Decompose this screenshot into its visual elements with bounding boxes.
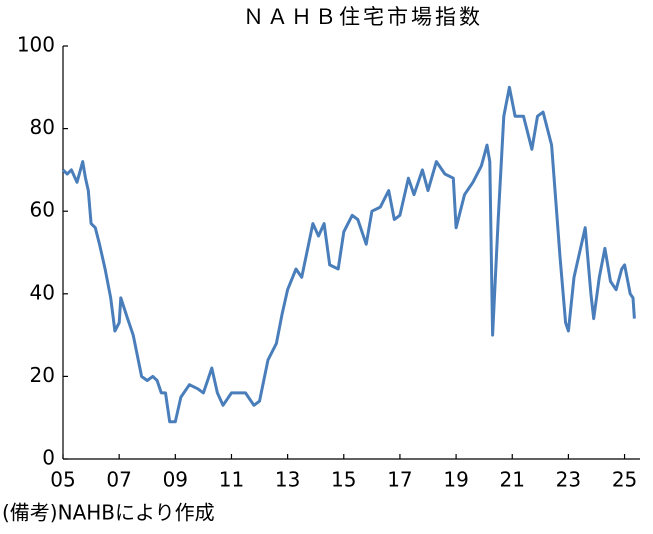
x-tick-label: 09 xyxy=(163,468,188,492)
y-tick-label: 100 xyxy=(17,33,55,57)
x-tick-label: 25 xyxy=(612,468,637,492)
x-tick-label: 23 xyxy=(556,468,581,492)
data-line xyxy=(61,85,636,424)
note: (備考)NAHBにより作成 xyxy=(2,501,215,525)
x-tick-label: 17 xyxy=(387,468,412,492)
x-tick-label: 07 xyxy=(106,468,131,492)
x-tick-label: 19 xyxy=(443,468,468,492)
chart-title: ＮＡＨＢ住宅市場指数 xyxy=(243,5,483,29)
y-tick-label: 40 xyxy=(30,280,55,304)
x-tick-label: 05 xyxy=(50,468,75,492)
x-tick-label: 11 xyxy=(219,468,244,492)
x-tick-label: 13 xyxy=(275,468,300,492)
y-tick-label: 20 xyxy=(30,363,55,387)
y-tick-label: 80 xyxy=(30,115,55,139)
y-tick-label: 0 xyxy=(42,446,55,470)
y-tick-label: 60 xyxy=(30,198,55,222)
x-tick-label: 15 xyxy=(331,468,356,492)
x-tick-label: 21 xyxy=(500,468,525,492)
